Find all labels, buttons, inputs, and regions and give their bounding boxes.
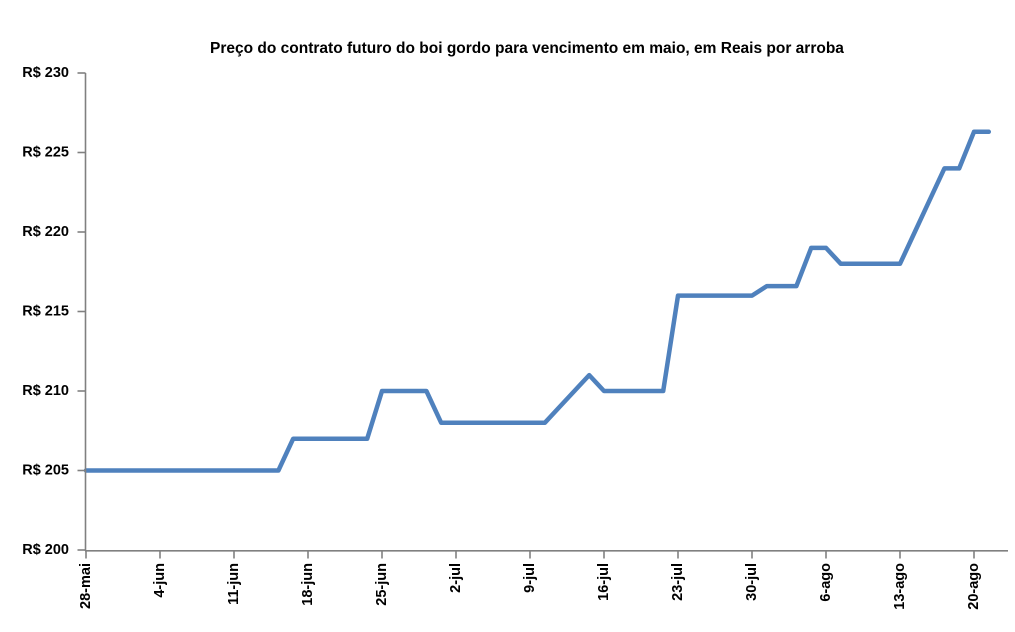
x-tick-label: 30-jul (744, 563, 760, 601)
x-tick-label: 18-jun (300, 563, 316, 606)
y-tick-label: R$ 230 (22, 65, 69, 81)
y-tick-label: R$ 225 (22, 145, 69, 161)
y-tick-label: R$ 200 (22, 542, 69, 558)
price-line-series (83, 129, 992, 473)
x-tick-label: 25-jun (374, 563, 390, 606)
x-tick-label: 2-jul (448, 563, 464, 593)
x-tick-label: 23-jul (670, 563, 686, 601)
x-tick-label: 13-ago (892, 563, 908, 610)
chart-title: Preço do contrato futuro do boi gordo pa… (210, 40, 844, 57)
x-tick-label: 6-ago (818, 563, 834, 602)
x-tick-label: 11-jun (226, 563, 242, 605)
y-tick-label: R$ 205 (22, 463, 69, 479)
y-tick-label: R$ 215 (22, 304, 69, 320)
price-line (83, 129, 992, 473)
x-tick-label: 20-ago (966, 563, 982, 610)
y-tick-label: R$ 210 (22, 383, 69, 399)
x-tick-label: 16-jul (596, 563, 612, 601)
y-tick-label: R$ 220 (22, 224, 69, 240)
x-tick-label: 4-jun (152, 563, 168, 598)
chart-axes: R$ 200 R$ 205 R$ 210 R$ 215 R$ 220 R$ 225 R$ 2… (22, 65, 1008, 610)
x-tick-label: 28-mai (78, 563, 94, 609)
x-tick-label: 9-jul (522, 563, 538, 593)
